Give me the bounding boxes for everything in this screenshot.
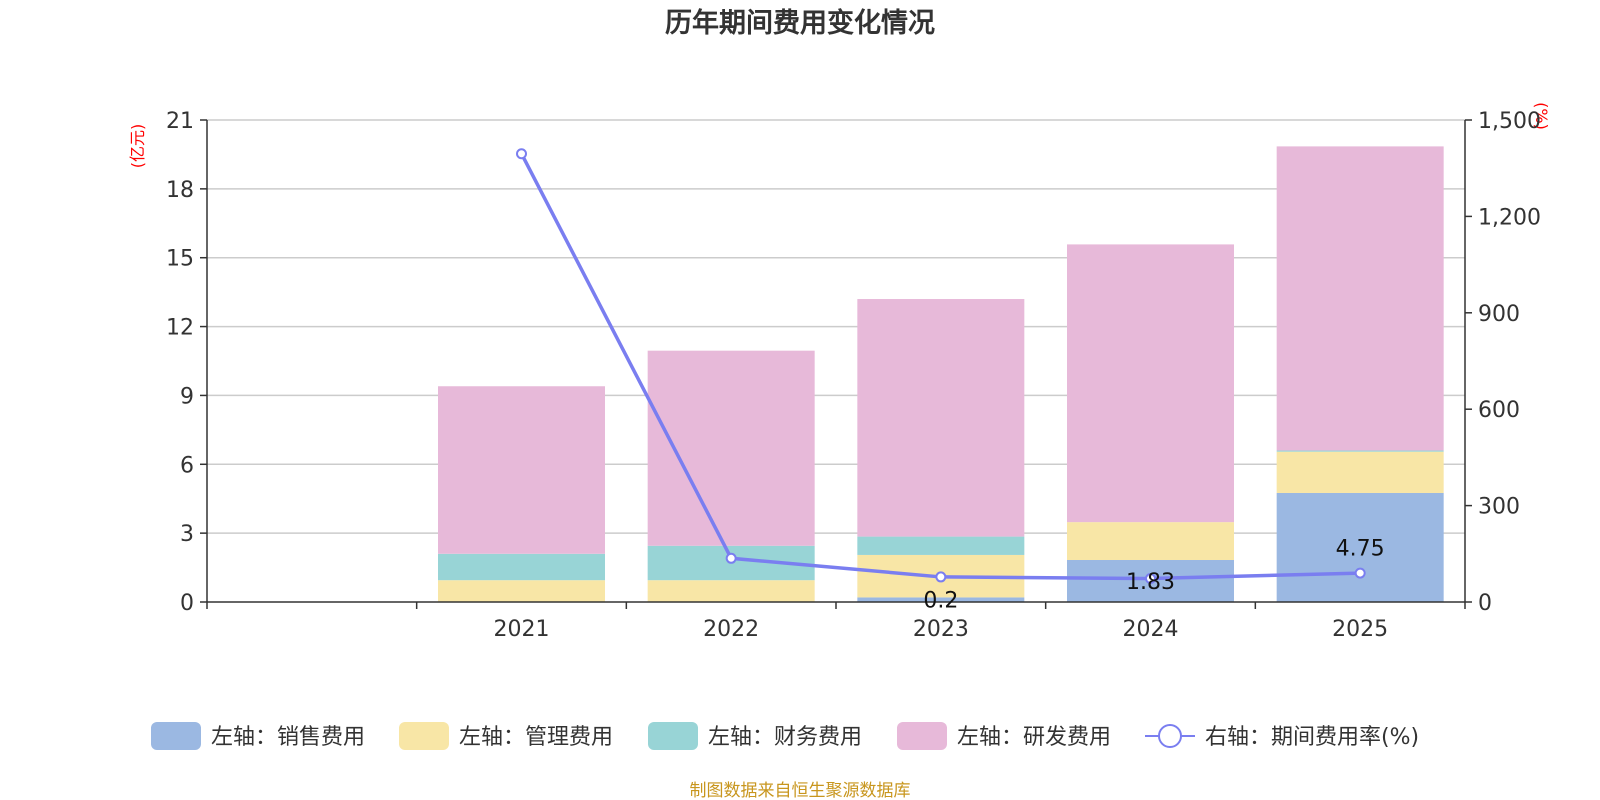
x-tick-label-2023: 2023	[913, 617, 969, 642]
rate-line	[516, 148, 1366, 585]
right-tick-label-3: 900	[1478, 302, 1520, 327]
left-tick-label-7: 21	[166, 109, 194, 134]
left-tick-label-0: 0	[180, 591, 194, 616]
left-tick-label-4: 12	[166, 316, 194, 341]
bar-admin-2024	[1067, 522, 1234, 560]
rate-point-2023	[935, 571, 947, 583]
bar-sales-2023	[857, 597, 1025, 602]
rate-point-2022	[725, 552, 737, 564]
bar-finance-2025	[1276, 450, 1444, 452]
left-tick-label-5: 15	[166, 247, 194, 272]
legend-label-rate: 右轴：期间费用率(%)	[1205, 725, 1419, 750]
left-tick-label-3: 9	[180, 384, 194, 409]
x-tick-label-2025: 2025	[1332, 617, 1388, 642]
right-tick-label-2: 600	[1478, 398, 1520, 423]
left-tick-label-1: 3	[180, 522, 194, 547]
legend-swatch-finance	[648, 722, 698, 750]
bar-rd-2024	[1067, 244, 1234, 523]
right-tick-label-0: 0	[1478, 591, 1492, 616]
bar-admin-2022	[647, 580, 815, 602]
x-tick-label-2024: 2024	[1123, 617, 1179, 642]
bar-admin-2021	[438, 580, 605, 602]
bar-rd-2021	[438, 386, 605, 554]
left-axis-ticks: 0 3 6 9 12 15 18 21	[166, 109, 207, 616]
data-labels: 0.2 1.83 4.75	[923, 536, 1384, 613]
source-note: 制图数据来自恒生聚源数据库	[690, 781, 911, 800]
legend-swatch-sales	[151, 722, 201, 750]
gridlines	[207, 119, 1465, 534]
rate-point-2021	[516, 148, 527, 160]
x-axis-ticks: 2021 2022 2023 2024 2025	[206, 602, 1466, 642]
right-tick-label-4: 1,200	[1478, 205, 1541, 230]
legend-label-sales: 左轴：销售费用	[211, 725, 365, 750]
bar-sales-2025	[1276, 492, 1444, 602]
axes	[206, 120, 1466, 603]
legend-label-rd: 左轴：研发费用	[957, 725, 1111, 750]
legend-label-finance: 左轴：财务费用	[708, 725, 862, 750]
legend-swatch-rd	[897, 722, 947, 750]
bar-finance-2021	[438, 553, 605, 581]
rate-point-2025	[1354, 567, 1366, 579]
data-label-sales-2023: 0.2	[923, 589, 958, 614]
bar-finance-2023	[857, 536, 1025, 555]
right-tick-label-5: 1,500	[1478, 109, 1541, 134]
bar-rd-2023	[857, 299, 1025, 537]
right-axis-unit: (%)	[1532, 102, 1551, 130]
right-tick-label-1: 300	[1478, 495, 1520, 520]
rate-point-2024	[1145, 573, 1156, 585]
bar-rd-2025	[1276, 146, 1444, 451]
x-tick-label-2022: 2022	[703, 617, 759, 642]
bar-admin-2025	[1276, 451, 1444, 493]
legend-marker-rate	[1158, 724, 1182, 748]
left-axis-unit: (亿元)	[128, 124, 147, 169]
right-axis-ticks: 0 300 600 900 1,200 1,500	[1465, 109, 1541, 616]
data-label-sales-2025: 4.75	[1336, 536, 1385, 561]
bars	[438, 146, 1444, 602]
legend-label-admin: 左轴：管理费用	[459, 725, 613, 750]
legend: 左轴：销售费用 左轴：管理费用 左轴：财务费用 左轴：研发费用 右轴：期间费用率(%)	[151, 722, 1419, 750]
left-tick-label-6: 18	[166, 178, 194, 203]
chart-title: 历年期间费用变化情况	[665, 7, 935, 39]
left-tick-label-2: 6	[180, 453, 194, 478]
legend-swatch-admin	[399, 722, 449, 750]
data-label-sales-2024: 1.83	[1126, 570, 1175, 595]
x-tick-label-2021: 2021	[494, 617, 550, 642]
